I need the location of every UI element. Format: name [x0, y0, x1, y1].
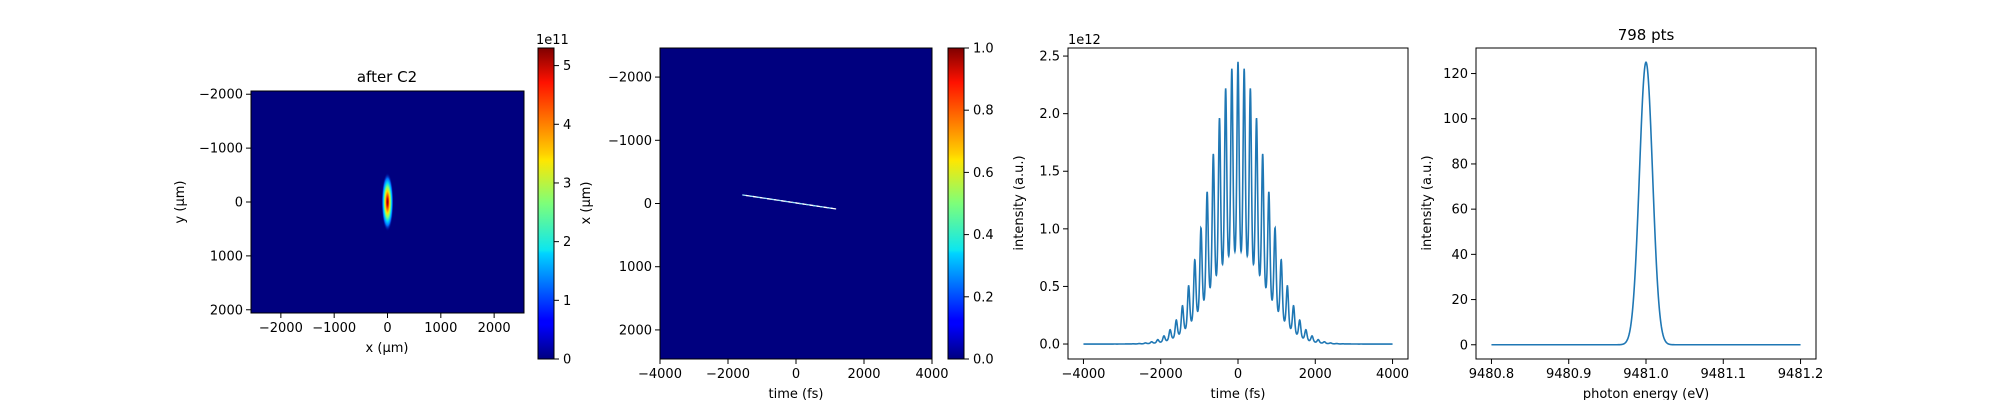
panel2-ytick-label: 2000 — [619, 323, 652, 338]
panel2-streak-segment — [830, 207, 837, 210]
colorbar2-tick-label: 0.2 — [973, 290, 994, 305]
panel2-colorbar — [947, 47, 965, 360]
panel4-ytick-label: 100 — [1443, 112, 1468, 127]
panel1-colorbar-offset: 1e11 — [536, 33, 569, 48]
panel3-ytick-label: 1.0 — [1039, 222, 1060, 237]
panel1-colorbar — [537, 47, 555, 360]
panel1-ytick-label: −1000 — [199, 142, 243, 157]
panel2-ytick-label: 0 — [644, 197, 652, 212]
panel3-ylabel: intensity (a.u.) — [1012, 155, 1027, 250]
panel2-xtick-label: 0 — [792, 367, 800, 382]
panel3-ytick-label: 0.5 — [1039, 280, 1060, 295]
colorbar1-tick-label: 1 — [563, 294, 571, 309]
colorbar1-tick-label: 4 — [563, 118, 571, 133]
panel2-ytick-label: 1000 — [619, 260, 652, 275]
panel4-ytick-label: 0 — [1460, 338, 1468, 353]
colorbar2-tick-label: 1.0 — [973, 42, 994, 57]
panel1-xtick-label: 2000 — [478, 321, 511, 336]
panel3-xtick-label: 2000 — [1299, 367, 1332, 382]
panel4-ytick-label: 80 — [1451, 157, 1468, 172]
colorbar1-tick-label: 2 — [563, 235, 571, 250]
panel4-xtick-label: 9480.8 — [1469, 367, 1515, 382]
panel3-xlabel: time (fs) — [1211, 387, 1266, 400]
panel1-ytick-label: 2000 — [210, 303, 243, 318]
panel4-ytick-label: 40 — [1451, 248, 1468, 263]
panel3-xtick-label: −4000 — [1061, 367, 1105, 382]
colorbar2-tick-label: 0.6 — [973, 166, 994, 181]
panel1-title: after C2 — [357, 68, 417, 86]
panel1-xtick-label: −1000 — [312, 321, 356, 336]
panel3-xtick-label: −2000 — [1139, 367, 1183, 382]
panel3-xtick-label: 0 — [1234, 367, 1242, 382]
panel4-xlabel: photon energy (eV) — [1583, 387, 1709, 400]
panel2-ylabel: x (μm) — [579, 182, 594, 225]
panel4-xtick-label: 9481.1 — [1701, 367, 1747, 382]
colorbar2-tick-label: 0.0 — [973, 353, 994, 368]
panel1-xlabel: x (μm) — [366, 341, 409, 356]
panel3-ytick-label: 0.0 — [1039, 338, 1060, 353]
panel3-ytick-label: 1.5 — [1039, 165, 1060, 180]
colorbar2-tick-label: 0.4 — [973, 228, 994, 243]
panel4-ytick-label: 60 — [1451, 203, 1468, 218]
panel3-series-line — [1083, 61, 1393, 345]
panel1-xtick-label: 0 — [383, 321, 391, 336]
panel1-xtick-label: 1000 — [424, 321, 457, 336]
panel2-xtick-label: −2000 — [706, 367, 750, 382]
panel1-beam-spot — [381, 172, 394, 232]
panel1-ylabel: y (μm) — [173, 181, 188, 224]
panel1-ytick-label: 1000 — [210, 249, 243, 264]
panel3-ytick-label: 2.0 — [1039, 107, 1060, 122]
panel-temporal-intensity: 1e12 −4000 −2000 0 2000 4000 0.0 0.5 1.0 1.5 2.0… — [1012, 33, 1409, 400]
colorbar1-tick-label: 0 — [563, 353, 571, 368]
panel1-ytick-label: 0 — [235, 196, 243, 211]
panel4-ylabel: intensity (a.u.) — [1420, 155, 1435, 250]
panel3-ytick-label: 2.5 — [1039, 50, 1060, 65]
panel1-ytick-label: −2000 — [199, 88, 243, 103]
colorbar1-tick-label: 3 — [563, 176, 571, 191]
panel1-xtick-label: −2000 — [259, 321, 303, 336]
panel4-ytick-label: 20 — [1451, 293, 1468, 308]
panel2-xtick-label: 2000 — [847, 367, 880, 382]
panel2-xtick-label: 4000 — [915, 367, 948, 382]
panel4-series-line — [1491, 60, 1801, 346]
panel4-ytick-label: 120 — [1443, 67, 1468, 82]
panel4-plot-frame — [1475, 47, 1817, 360]
panel2-streak — [742, 194, 837, 210]
panel4-xtick-label: 9481.2 — [1778, 367, 1824, 382]
panel2-ytick-label: −2000 — [608, 71, 652, 86]
colorbar2-tick-label: 0.8 — [973, 104, 994, 119]
panel-time-x: −4000 −2000 0 2000 4000 −2000−1000010002000 … — [579, 42, 994, 400]
panel4-xtick-label: 9480.9 — [1546, 367, 1592, 382]
panel3-xtick-label: 4000 — [1376, 367, 1409, 382]
panel-beam-profile: after C2 −2000 −1000 0 1000 2000 −2000 −1000 0… — [173, 33, 571, 368]
colorbar1-tick-label: 5 — [563, 59, 571, 74]
panel-spectrum: 798 pts 9480.8 9480.9 9481.0 9481.1 9481.2 0… — [1420, 26, 1823, 400]
panel2-ytick-label: −1000 — [608, 134, 652, 149]
panel4-xtick-label: 9481.0 — [1623, 367, 1669, 382]
panel2-xtick-label: −4000 — [638, 367, 682, 382]
panel2-xlabel: time (fs) — [769, 387, 824, 400]
panel3-offset-label: 1e12 — [1068, 33, 1101, 48]
panel4-title: 798 pts — [1618, 26, 1675, 44]
